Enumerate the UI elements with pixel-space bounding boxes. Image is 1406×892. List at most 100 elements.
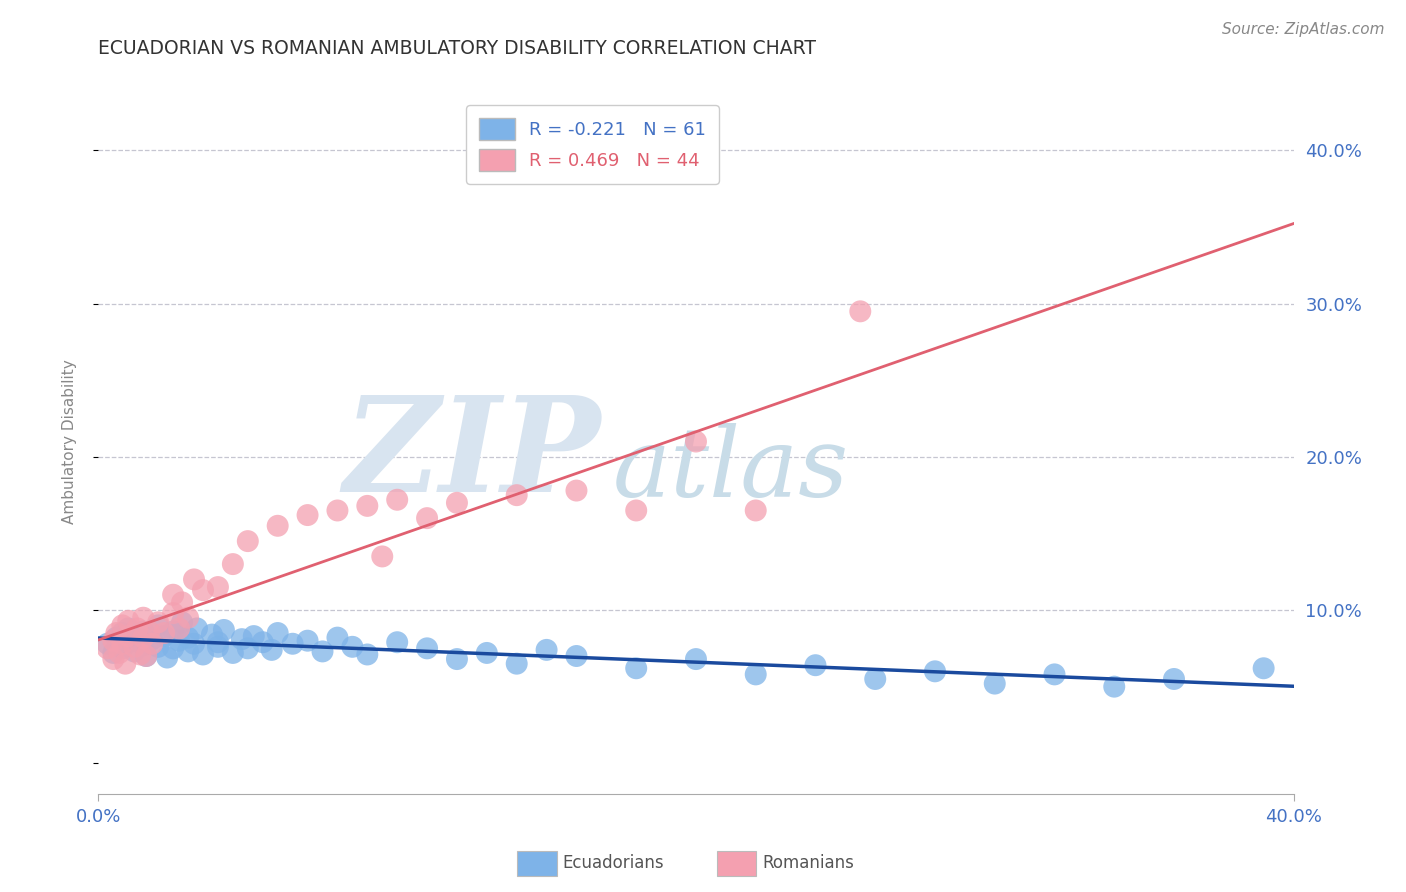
Point xyxy=(138,624,160,639)
Point xyxy=(416,511,439,525)
Point xyxy=(177,631,200,645)
Point xyxy=(105,631,128,645)
Text: ZIP: ZIP xyxy=(343,391,600,520)
Point xyxy=(252,635,274,649)
Point xyxy=(162,624,184,639)
Point xyxy=(183,573,205,587)
Point xyxy=(207,580,229,594)
Point xyxy=(281,637,304,651)
Point xyxy=(1163,672,1185,686)
Text: Source: ZipAtlas.com: Source: ZipAtlas.com xyxy=(1222,22,1385,37)
Point xyxy=(96,637,118,651)
Point xyxy=(191,583,214,598)
Point xyxy=(111,637,134,651)
Legend: R = -0.221   N = 61, R = 0.469   N = 44: R = -0.221 N = 61, R = 0.469 N = 44 xyxy=(465,105,718,184)
Point xyxy=(326,631,349,645)
Point xyxy=(162,606,184,620)
Point xyxy=(148,640,170,654)
Point xyxy=(1043,667,1066,681)
Point xyxy=(153,629,176,643)
Point xyxy=(111,626,134,640)
Point xyxy=(114,657,136,671)
Point xyxy=(565,483,588,498)
Point xyxy=(103,646,125,660)
Point xyxy=(132,610,155,624)
Point xyxy=(222,557,245,571)
Point xyxy=(127,622,149,636)
Point xyxy=(207,640,229,654)
Point xyxy=(132,638,155,652)
Point xyxy=(207,635,229,649)
Point xyxy=(124,644,146,658)
Point xyxy=(162,588,184,602)
Point xyxy=(371,549,394,564)
Point xyxy=(186,622,208,636)
Point xyxy=(297,633,319,648)
Text: Romanians: Romanians xyxy=(762,855,853,872)
Point xyxy=(105,626,128,640)
Point xyxy=(924,665,946,679)
Point xyxy=(804,658,827,673)
Point xyxy=(565,648,588,663)
Point xyxy=(506,488,529,502)
Point xyxy=(191,648,214,662)
Point xyxy=(849,304,872,318)
Point xyxy=(127,629,149,643)
Point xyxy=(141,632,163,647)
Point xyxy=(326,503,349,517)
Point xyxy=(260,643,283,657)
Point xyxy=(356,499,378,513)
Point xyxy=(236,641,259,656)
Point xyxy=(108,646,131,660)
Point xyxy=(156,650,179,665)
Point xyxy=(745,667,768,681)
Point xyxy=(222,646,245,660)
Text: atlas: atlas xyxy=(613,423,848,516)
Point xyxy=(243,629,266,643)
Point xyxy=(685,652,707,666)
Point xyxy=(311,644,333,658)
Point xyxy=(135,648,157,663)
Point xyxy=(446,652,468,666)
Point xyxy=(342,640,364,654)
Point xyxy=(172,595,194,609)
Point xyxy=(117,635,139,649)
Point xyxy=(984,676,1007,690)
Point xyxy=(385,492,409,507)
Point xyxy=(201,627,224,641)
Point xyxy=(475,646,498,660)
Point xyxy=(236,534,259,549)
Point xyxy=(141,637,163,651)
Point xyxy=(111,641,134,656)
Point xyxy=(135,648,157,663)
Text: ECUADORIAN VS ROMANIAN AMBULATORY DISABILITY CORRELATION CHART: ECUADORIAN VS ROMANIAN AMBULATORY DISABI… xyxy=(98,39,817,58)
Point xyxy=(167,633,190,648)
Point xyxy=(231,632,253,647)
Point xyxy=(103,633,125,648)
Point xyxy=(685,434,707,449)
Point xyxy=(167,622,190,636)
Point xyxy=(124,640,146,654)
Point xyxy=(626,661,648,675)
Point xyxy=(1104,680,1126,694)
Point xyxy=(96,641,118,656)
Point xyxy=(117,629,139,643)
Point xyxy=(117,622,139,636)
Point xyxy=(132,624,155,639)
Y-axis label: Ambulatory Disability: Ambulatory Disability xyxy=(62,359,77,524)
Point xyxy=(212,623,235,637)
Point xyxy=(177,610,200,624)
Point xyxy=(177,644,200,658)
Text: Ecuadorians: Ecuadorians xyxy=(562,855,664,872)
Point xyxy=(385,635,409,649)
Point xyxy=(132,631,155,645)
Point xyxy=(129,648,152,662)
Point xyxy=(148,615,170,630)
Point xyxy=(117,614,139,628)
Point xyxy=(267,626,290,640)
Point xyxy=(172,615,194,630)
Point xyxy=(1253,661,1275,675)
Point xyxy=(162,641,184,656)
Point xyxy=(183,637,205,651)
Point xyxy=(148,618,170,632)
